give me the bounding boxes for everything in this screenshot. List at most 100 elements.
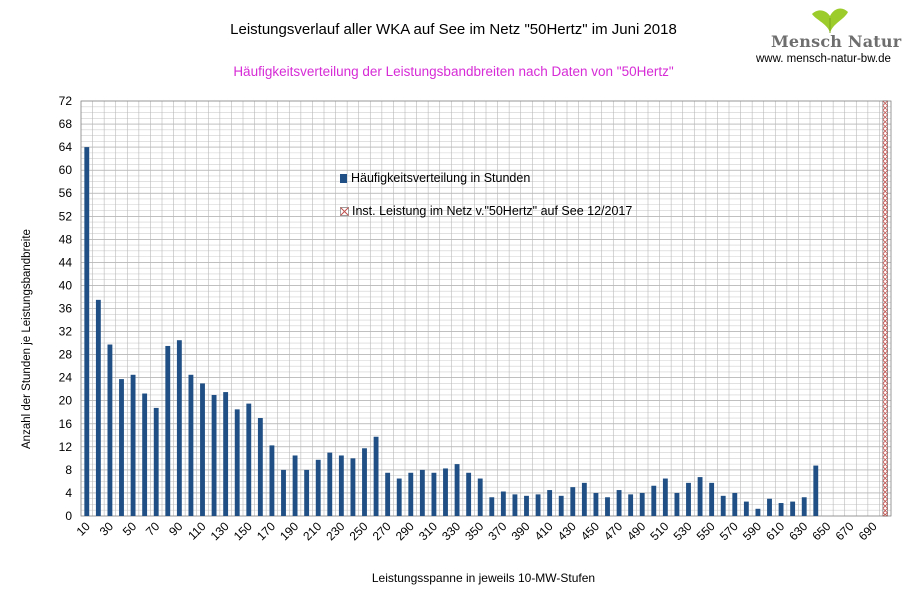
y-tick-label: 48 <box>59 232 73 246</box>
y-tick-label: 0 <box>65 509 72 523</box>
bar-90 <box>176 340 182 516</box>
x-tick-label: 490 <box>624 519 648 543</box>
legend-label: Häufigkeitsverteilung in Stunden <box>351 171 531 185</box>
x-tick-label: 510 <box>647 519 671 543</box>
bar-500 <box>651 485 657 516</box>
legend-item-installed: Inst. Leistung im Netz v."50Hertz" auf S… <box>340 204 632 218</box>
x-tick-label: 330 <box>439 519 463 543</box>
x-tick-label: 350 <box>462 519 486 543</box>
bar-280 <box>396 478 402 516</box>
bar-170 <box>269 445 275 516</box>
x-tick-label: 690 <box>856 519 880 543</box>
chart-title: Leistungsverlauf aller WKA auf See im Ne… <box>230 21 677 38</box>
bar-120 <box>211 394 217 516</box>
bar-320 <box>443 468 448 516</box>
bar-80 <box>165 345 171 516</box>
y-tick-label: 16 <box>59 417 73 431</box>
installed-capacity-marker <box>882 100 888 517</box>
bar-620 <box>790 501 796 516</box>
bar-200 <box>304 469 310 516</box>
x-tick-label: 150 <box>231 519 255 543</box>
bar-50 <box>130 374 136 516</box>
bar-10 <box>84 147 90 516</box>
x-tick-label: 190 <box>277 519 301 543</box>
bar-20 <box>95 299 101 516</box>
bar-160 <box>257 418 263 516</box>
x-tick-label: 430 <box>555 519 579 543</box>
bar-220 <box>327 452 333 516</box>
y-tick-label: 44 <box>59 255 73 269</box>
x-tick-label: 530 <box>671 519 695 543</box>
bar-60 <box>142 393 148 516</box>
logo-name: Mensch Natur <box>771 32 902 51</box>
bar-140 <box>234 409 240 516</box>
x-tick-label: 70 <box>143 519 163 539</box>
bar-570 <box>732 492 738 516</box>
bar-550 <box>709 482 715 516</box>
bar-70 <box>153 407 159 516</box>
x-tick-label: 50 <box>120 519 140 539</box>
x-tick-label: 550 <box>694 519 718 543</box>
bar-390 <box>524 495 529 516</box>
plot-frame <box>80 100 892 517</box>
y-tick-label: 72 <box>59 94 73 108</box>
x-tick-label: 10 <box>74 519 94 539</box>
x-tick-label: 210 <box>300 519 324 543</box>
bar-360 <box>489 497 495 516</box>
bar-380 <box>512 494 518 516</box>
y-tick-label: 52 <box>59 209 73 223</box>
bar-470 <box>616 490 622 516</box>
x-tick-label: 610 <box>763 519 787 543</box>
crosshatch-icon <box>340 207 349 216</box>
bar-600 <box>767 498 772 516</box>
bar-210 <box>315 459 321 516</box>
x-tick-label: 130 <box>208 519 232 543</box>
y-tick-label: 24 <box>59 371 73 385</box>
x-tick-label: 370 <box>485 519 509 543</box>
bar-190 <box>292 455 298 516</box>
y-tick-label: 12 <box>59 440 73 454</box>
x-tick-label: 590 <box>740 519 764 543</box>
y-tick-label: 56 <box>59 186 73 200</box>
bar-290 <box>408 472 414 516</box>
bars <box>84 147 819 516</box>
legend-swatch-bar <box>340 174 347 183</box>
bar-430 <box>570 487 576 516</box>
x-tick-label: 390 <box>509 519 533 543</box>
y-tick-label: 40 <box>59 278 73 292</box>
legend-label: Inst. Leistung im Netz v."50Hertz" auf S… <box>352 204 633 218</box>
bar-490 <box>639 492 645 516</box>
x-tick-label: 30 <box>97 519 117 539</box>
bar-440 <box>581 482 587 516</box>
bar-40 <box>119 379 124 516</box>
x-tick-label: 170 <box>254 519 278 543</box>
bar-230 <box>338 455 344 516</box>
bar-510 <box>662 478 668 516</box>
x-axis-label: Leistungsspanne in jeweils 10-MW-Stufen <box>371 571 596 585</box>
bar-350 <box>477 478 483 516</box>
y-tick-label: 60 <box>59 163 73 177</box>
y-tick-label: 64 <box>59 140 73 154</box>
bar-530 <box>686 482 691 516</box>
x-tick-label: 270 <box>370 519 394 543</box>
x-tick-label: 470 <box>601 519 625 543</box>
x-tick-label: 230 <box>323 519 347 543</box>
bar-180 <box>281 469 286 516</box>
logo-url: www. mensch-natur-bw.de <box>756 53 891 65</box>
y-tick-label: 20 <box>59 394 73 408</box>
logo: Mensch Natur www. mensch-natur-bw.de <box>756 6 906 68</box>
bar-130 <box>223 392 229 516</box>
bar-610 <box>778 503 784 516</box>
x-tick-label: 450 <box>578 519 602 543</box>
x-tick-label: 630 <box>786 519 810 543</box>
bar-260 <box>373 436 379 516</box>
legend-item-frequency: Häufigkeitsverteilung in Stunden <box>340 171 530 185</box>
y-tick-label: 32 <box>59 325 73 339</box>
bar-540 <box>697 477 703 516</box>
bar-460 <box>605 497 610 516</box>
bar-480 <box>628 494 634 516</box>
bar-110 <box>200 383 205 516</box>
y-tick-label: 36 <box>59 302 73 316</box>
